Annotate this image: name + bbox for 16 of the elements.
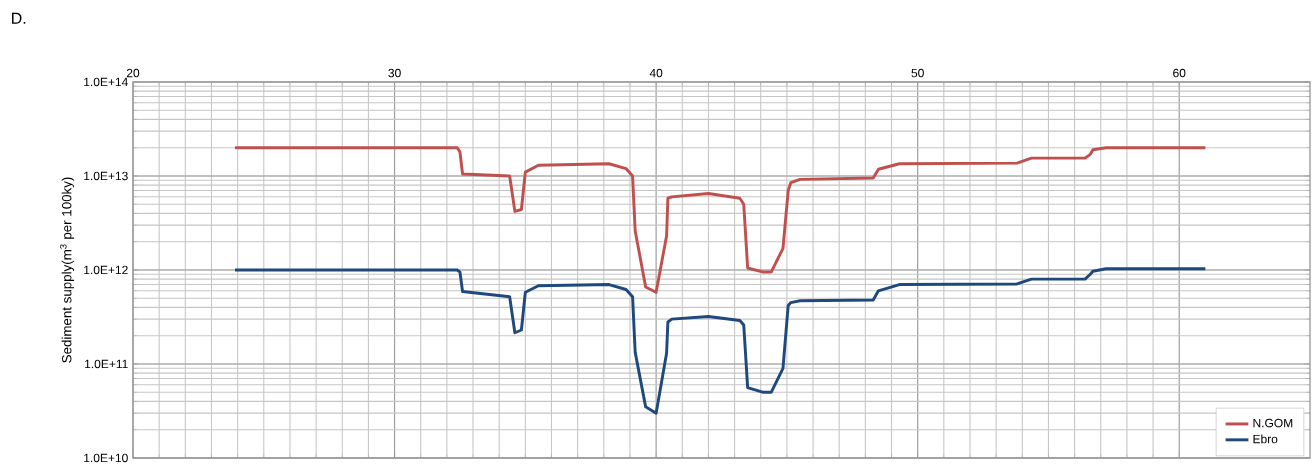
x-tick-label: 20: [126, 68, 140, 78]
y-axis-title: Sediment supply(m$^{3}$ per 100ky): [59, 177, 75, 363]
line-series: [233, 267, 1207, 415]
y-tick-label: 1.0E+10: [84, 453, 128, 463]
x-tick-label: 60: [1173, 68, 1186, 78]
y-tick-label: 1.0E+12: [84, 265, 128, 275]
y-tick-label: 1.0E+13: [84, 171, 128, 181]
x-tick-label: 50: [911, 68, 924, 78]
x-tick-label: 30: [388, 68, 401, 78]
line-series: [233, 146, 1207, 294]
legend-label: Ebro: [1253, 434, 1278, 444]
y-tick-label: 1.0E+11: [85, 359, 128, 369]
text: D.: [12, 12, 26, 24]
legend-label: N.GOM: [1253, 418, 1293, 428]
x-tick-label: 40: [649, 68, 663, 78]
y-tick-label: 1.0E+14: [84, 77, 128, 87]
